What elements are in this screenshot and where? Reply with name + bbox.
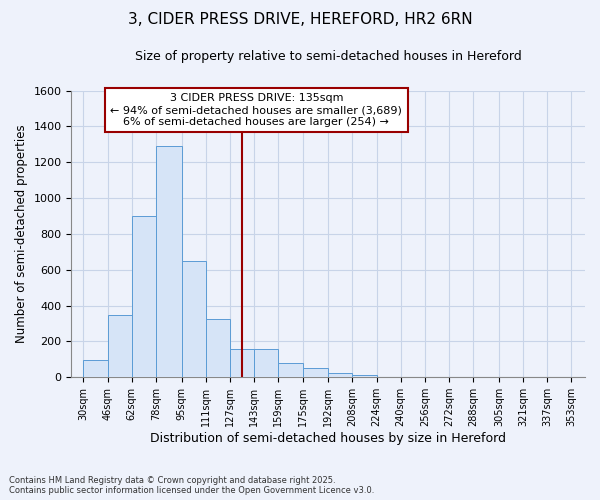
Bar — [278, 363, 302, 377]
Bar — [302, 368, 328, 377]
Bar — [352, 374, 377, 377]
X-axis label: Distribution of semi-detached houses by size in Hereford: Distribution of semi-detached houses by … — [150, 432, 506, 445]
Bar — [328, 372, 352, 377]
Bar — [206, 319, 230, 377]
Bar — [83, 360, 107, 377]
Bar — [132, 216, 156, 377]
Bar — [156, 146, 182, 377]
Bar — [254, 348, 278, 377]
Text: 3, CIDER PRESS DRIVE, HEREFORD, HR2 6RN: 3, CIDER PRESS DRIVE, HEREFORD, HR2 6RN — [128, 12, 472, 28]
Y-axis label: Number of semi-detached properties: Number of semi-detached properties — [15, 124, 28, 343]
Text: Contains HM Land Registry data © Crown copyright and database right 2025.
Contai: Contains HM Land Registry data © Crown c… — [9, 476, 374, 495]
Bar — [230, 348, 254, 377]
Bar — [182, 261, 206, 377]
Title: Size of property relative to semi-detached houses in Hereford: Size of property relative to semi-detach… — [135, 50, 521, 63]
Text: 3 CIDER PRESS DRIVE: 135sqm
← 94% of semi-detached houses are smaller (3,689)
6%: 3 CIDER PRESS DRIVE: 135sqm ← 94% of sem… — [110, 94, 402, 126]
Bar — [107, 314, 132, 377]
